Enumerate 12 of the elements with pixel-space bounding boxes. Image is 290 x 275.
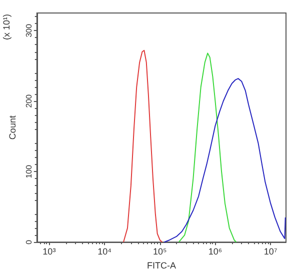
x-tick-label: 10⁵	[153, 246, 168, 257]
y-tick-label: 100	[24, 164, 34, 178]
x-axis-title: FITC-A	[146, 260, 176, 270]
text: (x 10¹)	[2, 14, 12, 40]
y-axis-title: Count	[8, 115, 18, 140]
x-tick-label: 10⁴	[98, 246, 112, 257]
y-tick-label: 200	[24, 94, 34, 108]
x-tick-label: 10⁷	[264, 246, 278, 257]
y-tick-label: 0	[24, 239, 34, 244]
x-tick-label: 10⁶	[208, 246, 222, 257]
y-tick-label: 300	[24, 23, 34, 38]
x-tick-label: 10³	[42, 246, 56, 257]
